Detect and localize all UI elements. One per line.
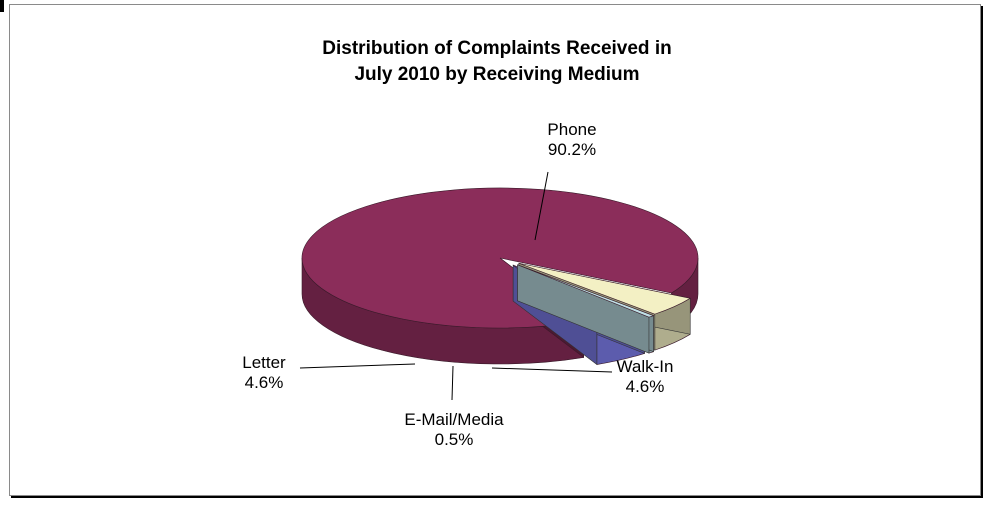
- chart-title-line-1: Distribution of Complaints Received in: [322, 38, 671, 59]
- corner-mark: [0, 0, 4, 12]
- slice-e-mail-media: [517, 264, 655, 354]
- slice-value-letter: 4.6%: [245, 373, 284, 392]
- chart-title-line-2: July 2010 by Receiving Medium: [354, 64, 639, 85]
- slice-value-e-mail-media: 0.5%: [435, 430, 474, 449]
- slice-label-walk-in: Walk-In: [617, 357, 674, 376]
- slice-label-letter: Letter: [242, 353, 286, 372]
- frame-shadow-right: [981, 6, 983, 498]
- slice-value-phone: 90.2%: [548, 140, 596, 159]
- frame-shadow-bottom: [11, 496, 983, 498]
- leader-line-e-mail-media: [451, 365, 454, 401]
- slice-label-phone: Phone: [547, 120, 596, 139]
- leader-line-phone: [534, 171, 549, 241]
- slice-value-walk-in: 4.6%: [626, 377, 665, 396]
- slice-top: [517, 264, 655, 318]
- leader-line-walk-in: [491, 367, 613, 373]
- slice-top: [518, 262, 692, 315]
- pie-slices: [301, 187, 699, 366]
- slice-top: [301, 187, 699, 329]
- slice-labels: Phone90.2%Walk-In4.6%E-Mail/Media0.5%Let…: [242, 120, 673, 449]
- leader-line-letter: [299, 363, 416, 369]
- slice-label-e-mail-media: E-Mail/Media: [404, 410, 504, 429]
